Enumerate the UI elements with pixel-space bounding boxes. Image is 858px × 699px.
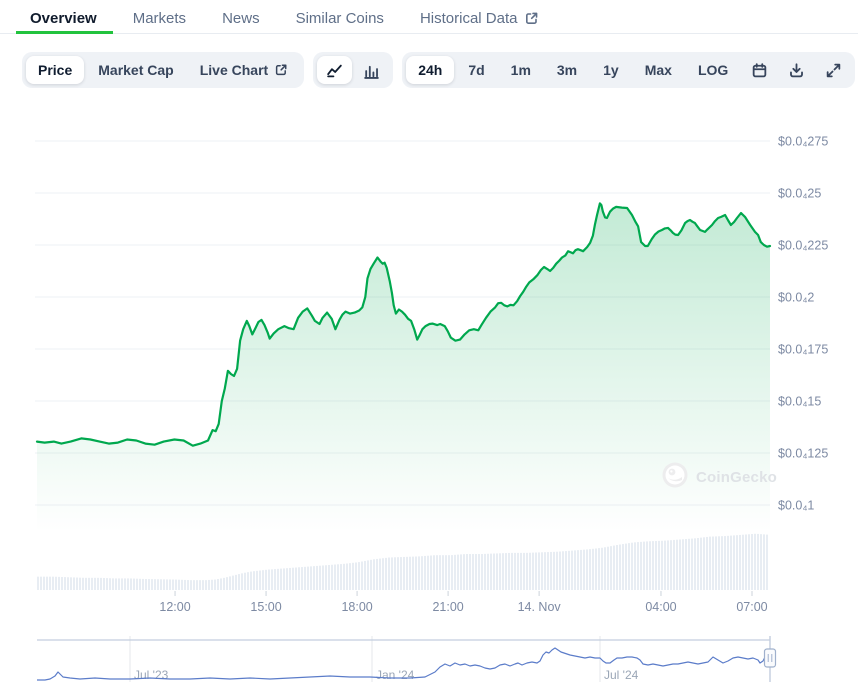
external-link-icon <box>524 11 539 26</box>
range-navigator[interactable]: Jul '23 Jan '24 Jul '24 <box>37 636 777 682</box>
y-axis-label: $0.0₄15 <box>778 395 821 409</box>
x-axis-label: 07:00 <box>736 600 767 614</box>
y-axis-label: $0.0₄25 <box>778 187 821 201</box>
x-axis-label: 14. Nov <box>518 600 562 614</box>
bar-chart-type-button[interactable] <box>354 56 389 84</box>
metric-segment: Price Market Cap Live Chart <box>22 52 305 88</box>
range-1y-button[interactable]: 1y <box>591 56 631 84</box>
navigator-axis-label: Jul '23 <box>134 668 169 682</box>
y-axis-label: $0.0₄225 <box>778 239 828 253</box>
external-link-icon <box>274 63 288 77</box>
market-cap-button-label: Market Cap <box>98 62 174 78</box>
y-axis-label: $0.0₄2 <box>778 291 814 305</box>
x-axis-label: 12:00 <box>159 600 190 614</box>
range-label: 7d <box>468 62 485 78</box>
line-chart-icon <box>326 62 343 79</box>
tab-label: News <box>222 9 260 27</box>
live-chart-button-label: Live Chart <box>199 62 269 78</box>
tab-label: Markets <box>132 9 187 27</box>
range-label: LOG <box>697 62 729 78</box>
price-line <box>35 202 772 447</box>
tab-historical-data[interactable]: Historical Data <box>419 9 540 33</box>
tab-label: Historical Data <box>419 9 518 27</box>
range-1m-button[interactable]: 1m <box>499 56 543 84</box>
y-axis-label: $0.0₄275 <box>778 135 828 149</box>
x-axis-label: 04:00 <box>645 600 676 614</box>
y-axis-label: $0.0₄175 <box>778 343 828 357</box>
y-axis-label: $0.0₄1 <box>778 499 814 513</box>
navigator-axis-label: Jan '24 <box>376 668 415 682</box>
x-axis: 12:00 15:00 18:00 21:00 14. Nov 04:00 07:00 <box>159 591 768 614</box>
range-segment: 24h 7d 1m 3m 1y Max LOG <box>402 52 856 88</box>
y-axis-labels: $0.0₄275 $0.0₄25 $0.0₄225 $0.0₄2 $0.0₄175 $0.… <box>778 135 828 513</box>
market-cap-button[interactable]: Market Cap <box>86 56 185 84</box>
range-24h-button[interactable]: 24h <box>406 56 455 84</box>
range-3m-button[interactable]: 3m <box>545 56 589 84</box>
tab-label: Overview <box>30 9 97 27</box>
chart-toolbar: Price Market Cap Live Chart <box>22 52 856 88</box>
date-picker-button[interactable] <box>742 56 777 84</box>
price-area-fill <box>37 203 770 532</box>
tab-label: Similar Coins <box>295 9 384 27</box>
price-button[interactable]: Price <box>26 56 85 84</box>
navigator-series-line <box>37 647 771 681</box>
y-axis-label: $0.0₄125 <box>778 447 828 461</box>
range-label: 1m <box>510 62 531 78</box>
tab-bar: Overview Markets News Similar Coins Hist… <box>0 0 858 34</box>
chart-type-segment <box>313 52 394 88</box>
download-button[interactable] <box>779 56 814 84</box>
expand-icon <box>825 62 842 79</box>
range-7d-button[interactable]: 7d <box>456 56 496 84</box>
tab-overview[interactable]: Overview <box>16 9 113 34</box>
navigator-handle[interactable] <box>763 648 777 668</box>
range-label: 3m <box>556 62 578 78</box>
price-button-label: Price <box>38 62 73 78</box>
bar-chart-icon <box>363 62 380 79</box>
tab-markets[interactable]: Markets <box>132 9 187 33</box>
live-chart-button[interactable]: Live Chart <box>188 56 300 84</box>
x-axis-label: 18:00 <box>341 600 372 614</box>
x-axis-label: 21:00 <box>432 600 463 614</box>
range-label: 24h <box>418 62 443 78</box>
log-scale-button[interactable]: LOG <box>686 56 740 84</box>
download-icon <box>788 62 805 79</box>
range-label: 1y <box>603 62 619 78</box>
tab-news[interactable]: News <box>222 9 260 33</box>
volume-bars <box>37 533 768 590</box>
line-chart-type-button[interactable] <box>317 56 353 84</box>
fullscreen-button[interactable] <box>816 56 851 84</box>
range-label: Max <box>644 62 672 78</box>
calendar-icon <box>751 62 768 79</box>
x-axis-label: 15:00 <box>250 600 281 614</box>
tab-similar-coins[interactable]: Similar Coins <box>295 9 384 33</box>
navigator-axis-label: Jul '24 <box>604 668 639 682</box>
range-max-button[interactable]: Max <box>633 56 684 84</box>
